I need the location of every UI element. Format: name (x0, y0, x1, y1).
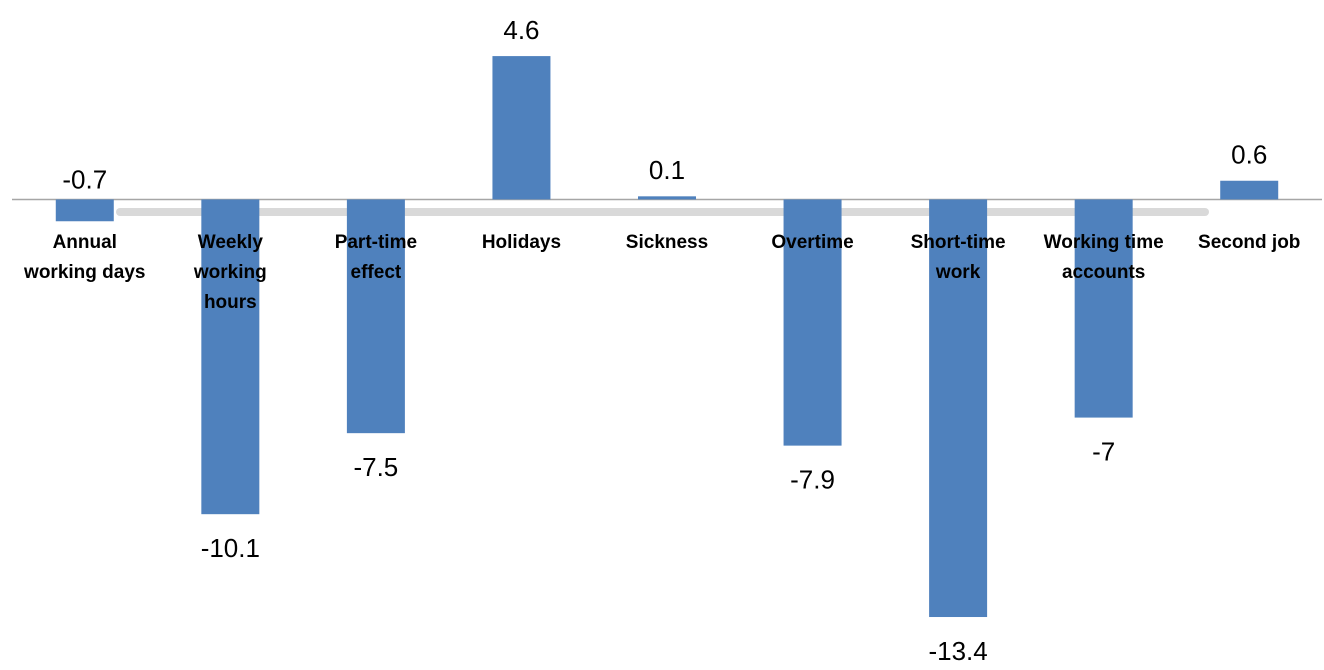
value-label: 4.6 (503, 15, 539, 45)
bar (638, 196, 696, 200)
value-label: 0.6 (1231, 140, 1267, 170)
x-tick-label: Short-time work (910, 232, 1006, 283)
bar (55, 199, 114, 222)
x-tick-label: Weekly working hours (193, 232, 267, 313)
bar (1220, 180, 1279, 200)
x-tick-label: Part-time effect (334, 232, 418, 283)
x-tick-label: Annual working days (24, 232, 146, 283)
x-tick-label: Holidays (481, 232, 562, 253)
bar (929, 199, 988, 618)
value-label: -0.7 (62, 164, 107, 194)
x-tick-label: Sickness (625, 232, 709, 253)
bar (346, 199, 405, 434)
bar (492, 56, 551, 200)
bar (783, 199, 842, 446)
value-label: 0.1 (649, 155, 685, 185)
x-tick-label: Working time accounts (1043, 232, 1164, 283)
value-label: -10.1 (201, 533, 260, 563)
value-label: -7 (1092, 436, 1115, 466)
bar (1074, 199, 1133, 418)
bar (201, 199, 260, 515)
x-tick-label: Second job (1198, 232, 1301, 253)
x-tick-label: Overtime (771, 232, 854, 253)
value-label: -7.5 (353, 452, 398, 482)
value-label: -13.4 (928, 636, 987, 666)
value-label: -7.9 (790, 465, 835, 495)
